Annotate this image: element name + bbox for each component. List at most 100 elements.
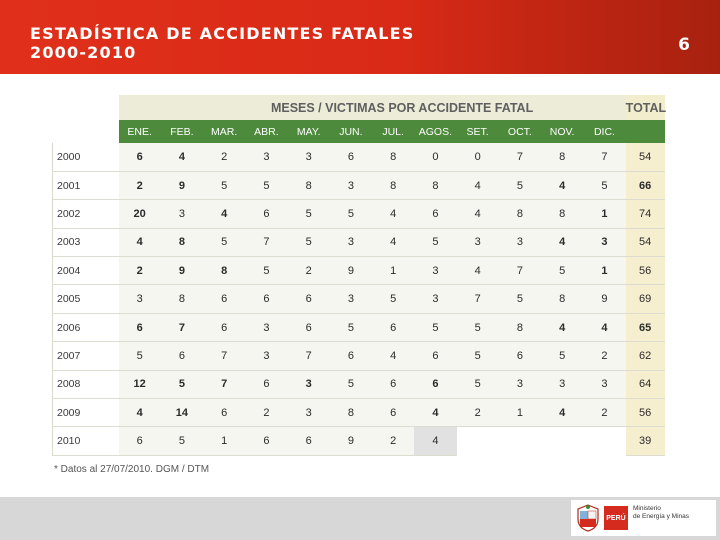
total-value-cell: 64 <box>625 370 665 400</box>
year-cell: 2004 <box>52 256 119 286</box>
month-value-cell: 5 <box>583 171 626 201</box>
month-value-cell: 2 <box>372 426 415 456</box>
month-value-cell: 5 <box>498 171 541 201</box>
month-value-cell: 2 <box>456 398 499 428</box>
month-value-cell: 8 <box>541 143 584 172</box>
month-value-cell: 1 <box>583 199 626 229</box>
month-value-cell: 6 <box>203 398 246 428</box>
month-value-cell: 6 <box>414 370 457 400</box>
year-cell: 2002 <box>52 199 119 229</box>
total-value-cell: 65 <box>625 313 665 343</box>
total-header-spacer <box>625 120 665 143</box>
peru-label: PERÚ <box>604 506 628 530</box>
month-value-cell: 2 <box>118 256 161 286</box>
ministry-line-1: Ministerio <box>633 505 661 512</box>
month-header-3: ABR. <box>245 120 288 143</box>
month-value-cell: 4 <box>414 426 457 456</box>
month-header-4: MAY. <box>287 120 330 143</box>
ministry-logo: PERÚ Ministerio de Energía y Minas <box>571 500 716 536</box>
month-value-cell: 7 <box>498 143 541 172</box>
total-value-cell: 56 <box>625 256 665 286</box>
month-value-cell: 1 <box>372 256 415 286</box>
month-value-cell: 3 <box>583 370 626 400</box>
month-value-cell: 8 <box>498 313 541 343</box>
month-value-cell: 8 <box>287 171 330 201</box>
month-value-cell: 6 <box>329 341 372 371</box>
month-value-cell: 5 <box>287 228 330 258</box>
total-value-cell: 54 <box>625 228 665 258</box>
month-value-cell: 2 <box>287 256 330 286</box>
month-value-cell: 6 <box>372 370 415 400</box>
month-value-cell: 8 <box>372 171 415 201</box>
month-value-cell: 8 <box>372 143 415 172</box>
month-value-cell: 5 <box>541 256 584 286</box>
month-value-cell: 3 <box>456 228 499 258</box>
month-value-cell: 2 <box>203 143 246 172</box>
slide-footer: PERÚ Ministerio de Energía y Minas <box>0 497 720 540</box>
table-row: 2005 3 8 6 6 6 3 5 3 7 5 8 9 69 <box>52 284 665 314</box>
table-caption-row: MESES / VICTIMAS POR ACCIDENTE FATAL TOT… <box>52 95 666 120</box>
month-value-cell: 3 <box>245 341 288 371</box>
month-value-cell: 6 <box>287 284 330 314</box>
month-value-cell: 6 <box>118 143 161 172</box>
month-header-6: JUL. <box>372 120 415 143</box>
slide-header: ESTADÍSTICA DE ACCIDENTES FATALES 2000-2… <box>0 0 720 74</box>
month-value-cell: 3 <box>498 370 541 400</box>
month-value-cell: 1 <box>498 398 541 428</box>
month-value-cell: 5 <box>329 370 372 400</box>
month-value-cell: 6 <box>287 313 330 343</box>
month-value-cell: 7 <box>245 228 288 258</box>
month-value-cell: 3 <box>329 171 372 201</box>
month-value-cell: 6 <box>414 199 457 229</box>
total-value-cell: 39 <box>625 426 665 456</box>
month-value-cell: 2 <box>583 341 626 371</box>
month-value-cell: 6 <box>160 341 203 371</box>
month-value-cell: 8 <box>541 199 584 229</box>
month-value-cell: 20 <box>118 199 161 229</box>
month-value-cell: 5 <box>118 341 161 371</box>
fatal-accidents-table-wrapper: MESES / VICTIMAS POR ACCIDENTE FATAL TOT… <box>52 95 666 456</box>
month-header-8: SET. <box>456 120 499 143</box>
table-row: 2009 4 14 6 2 3 8 6 4 2 1 4 2 56 <box>52 398 665 428</box>
month-header-11: DIC. <box>583 120 626 143</box>
month-value-cell <box>498 426 541 456</box>
month-value-cell: 6 <box>118 313 161 343</box>
month-value-cell: 5 <box>414 228 457 258</box>
year-cell: 2000 <box>52 143 119 172</box>
month-value-cell: 4 <box>372 341 415 371</box>
total-column-header: TOTAL <box>625 95 666 120</box>
month-value-cell: 3 <box>414 256 457 286</box>
table-row: 2010 6 5 1 6 6 9 2 4 39 <box>52 426 665 456</box>
month-header-1: FEB. <box>160 120 203 143</box>
month-value-cell: 9 <box>329 256 372 286</box>
month-value-cell: 3 <box>287 370 330 400</box>
month-value-cell: 4 <box>456 199 499 229</box>
month-value-cell: 4 <box>541 171 584 201</box>
table-caption: MESES / VICTIMAS POR ACCIDENTE FATAL <box>118 95 626 120</box>
month-value-cell: 5 <box>329 199 372 229</box>
month-value-cell: 5 <box>203 228 246 258</box>
month-value-cell: 3 <box>329 284 372 314</box>
month-value-cell: 4 <box>372 199 415 229</box>
table-row: 2004 2 9 8 5 2 9 1 3 4 7 5 1 56 <box>52 256 665 286</box>
ministry-name: Ministerio de Energía y Minas <box>633 505 713 521</box>
month-value-cell: 7 <box>160 313 203 343</box>
month-value-cell: 4 <box>541 398 584 428</box>
month-value-cell: 12 <box>118 370 161 400</box>
year-cell: 2009 <box>52 398 119 428</box>
month-header-2: MAR. <box>203 120 246 143</box>
month-value-cell: 6 <box>372 398 415 428</box>
month-value-cell: 7 <box>456 284 499 314</box>
month-value-cell: 5 <box>203 171 246 201</box>
month-value-cell: 5 <box>456 370 499 400</box>
table-row: 2003 4 8 5 7 5 3 4 5 3 3 4 3 54 <box>52 228 665 258</box>
month-value-cell: 1 <box>583 256 626 286</box>
header-blank-cell <box>52 120 119 143</box>
total-value-cell: 69 <box>625 284 665 314</box>
month-value-cell: 6 <box>245 370 288 400</box>
month-value-cell: 4 <box>118 398 161 428</box>
month-value-cell: 8 <box>498 199 541 229</box>
title-line-1: ESTADÍSTICA DE ACCIDENTES FATALES <box>30 24 415 43</box>
month-value-cell: 6 <box>245 199 288 229</box>
month-value-cell: 6 <box>245 426 288 456</box>
